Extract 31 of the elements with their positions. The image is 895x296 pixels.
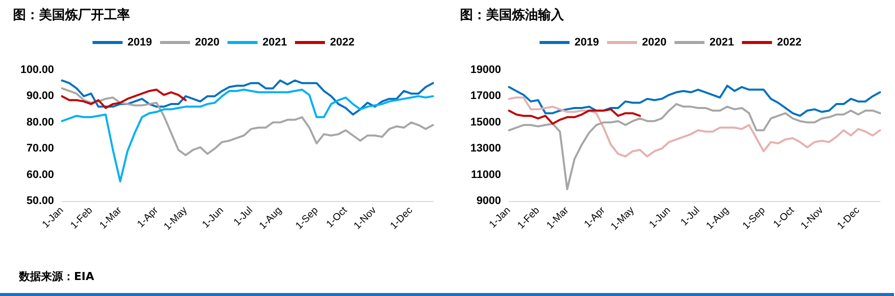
line-series [508,108,641,125]
y-tick-label: 90.00 [26,90,54,102]
legend-label: 2020 [195,36,220,48]
y-tick-label: 15000 [470,116,501,128]
legend-label: 2021 [710,36,734,48]
source-note: 数据来源：EIA [18,270,95,283]
y-tick-label: 13000 [470,142,501,155]
y-tick-label: 19000 [470,64,501,76]
legend-label: 2019 [128,36,152,48]
y-tick-label: 100.00 [20,64,54,76]
line-series [61,87,434,156]
chart-title: 图：美国炼油输入 [460,7,565,23]
line-series [508,96,881,158]
legend-label: 2020 [642,36,667,48]
y-tick-label: 80.00 [26,116,54,128]
line-series [508,103,881,190]
legend-label: 2021 [262,36,287,48]
legend-label: 2022 [330,36,354,48]
y-tick-label: 70.00 [26,142,54,155]
y-tick-label: 17000 [470,90,501,102]
y-tick-label: 11000 [471,168,501,181]
y-tick-label: 50.00 [26,195,54,207]
legend-label: 2022 [776,36,802,48]
line-series [61,88,434,182]
line-series [61,88,187,109]
y-tick-label: 9000 [476,195,501,207]
line-series [508,84,881,117]
line-series [61,79,434,116]
y-tick-label: 60.00 [26,168,54,181]
legend-label: 2019 [574,36,600,48]
chart-title: 图：美国炼厂开工率 [13,7,130,23]
